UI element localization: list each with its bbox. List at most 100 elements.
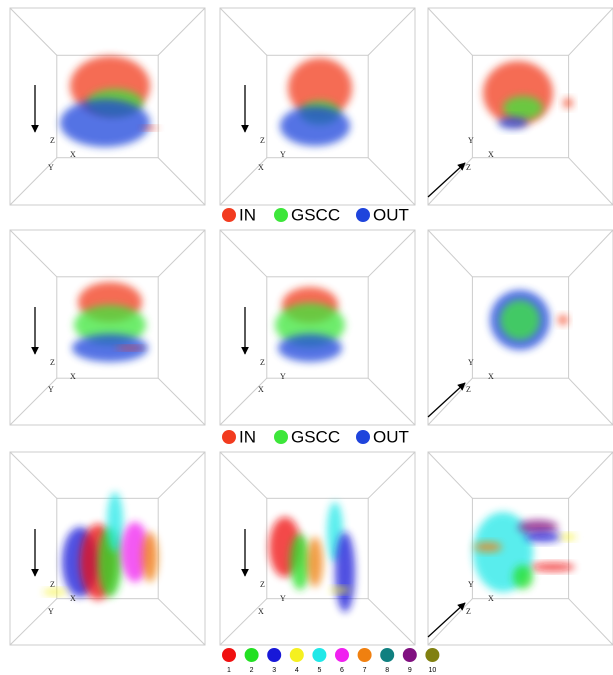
- point-cloud: [558, 315, 568, 325]
- box-edge: [158, 8, 205, 55]
- legend-marker: [222, 208, 236, 222]
- point-cloud: [116, 346, 144, 350]
- box-edge: [428, 8, 472, 55]
- axis-label: X: [488, 150, 494, 159]
- box-edge: [158, 378, 205, 425]
- arrow: [428, 603, 465, 637]
- box-edge: [569, 8, 613, 55]
- panel: Z Y X: [220, 452, 415, 645]
- legend-label: OUT: [373, 205, 409, 224]
- panel: ZXY: [10, 8, 205, 205]
- point-cloud: [518, 520, 558, 534]
- axis-label: Z: [260, 358, 265, 367]
- panel: ZXY: [10, 230, 205, 425]
- point-cloud: [503, 96, 543, 120]
- box-edge: [158, 158, 205, 205]
- axis-label: Z: [466, 163, 471, 172]
- box-edge: [368, 599, 415, 645]
- point-cloud: [142, 532, 158, 582]
- point-cloud: [280, 106, 350, 146]
- box-edge: [158, 230, 205, 277]
- legend-label: 3: [272, 667, 276, 674]
- box-edge: [569, 158, 613, 205]
- legend-label: 8: [385, 667, 389, 674]
- legend-marker: [312, 648, 326, 662]
- point-cloud: [107, 492, 123, 552]
- box-edge: [368, 378, 415, 425]
- box-edge: [158, 452, 205, 498]
- box-edge: [428, 230, 472, 277]
- point-cloud: [513, 565, 533, 589]
- axis-label: Z: [466, 607, 471, 616]
- legend-marker: [245, 648, 259, 662]
- axis-label: Z: [50, 358, 55, 367]
- box-edge: [158, 599, 205, 645]
- axis-label: X: [70, 372, 76, 381]
- point-cloud: [278, 334, 342, 362]
- legend-marker: [290, 648, 304, 662]
- legend-label: IN: [239, 427, 256, 446]
- axis-label: Y: [280, 150, 286, 159]
- axis-label: Y: [468, 136, 474, 145]
- box-edge: [569, 599, 613, 645]
- box-edge: [10, 230, 57, 277]
- arrow: [428, 383, 465, 417]
- axis-label: Y: [468, 358, 474, 367]
- axis-label: Y: [280, 372, 286, 381]
- figure: ZXYZYXYXZZXYZYXYXZZXYZYXYXZINGSCCOUTINGS…: [0, 0, 613, 675]
- point-cloud: [560, 534, 576, 540]
- legend-label: 2: [250, 667, 254, 674]
- box-edge: [368, 452, 415, 498]
- panel: Y X Z: [428, 8, 613, 205]
- point-cloud: [60, 99, 150, 147]
- legend-marker: [425, 648, 439, 662]
- legend-marker: [380, 648, 394, 662]
- axis-label: Y: [48, 163, 54, 172]
- legend-label: IN: [239, 205, 256, 224]
- axis-label: X: [258, 385, 264, 394]
- axis-label: Z: [50, 136, 55, 145]
- legend-label: OUT: [373, 427, 409, 446]
- box-edge: [10, 8, 57, 55]
- axis-label: X: [258, 163, 264, 172]
- legend-label: 5: [317, 667, 321, 674]
- panel: ZYX: [220, 8, 415, 205]
- point-cloud: [307, 537, 323, 587]
- box-edge: [220, 452, 267, 498]
- legend-marker: [274, 208, 288, 222]
- point-cloud: [531, 563, 575, 571]
- box-edge: [368, 158, 415, 205]
- legend-label: GSCC: [291, 427, 340, 446]
- axis-label: Y: [280, 594, 286, 603]
- point-cloud: [498, 117, 528, 129]
- axis-label: X: [488, 594, 494, 603]
- legend-label: 10: [429, 667, 437, 674]
- axis-label: Y: [48, 607, 54, 616]
- box-edge: [220, 230, 267, 277]
- box-edge: [569, 452, 613, 498]
- panel: ZXY: [10, 452, 205, 645]
- legend-marker: [267, 648, 281, 662]
- axis-label: X: [258, 607, 264, 616]
- legend-label: GSCC: [291, 205, 340, 224]
- box-edge: [569, 230, 613, 277]
- box-edge: [10, 452, 57, 498]
- legend-marker: [356, 430, 370, 444]
- box-edge: [569, 378, 613, 425]
- legend-marker: [358, 648, 372, 662]
- point-cloud: [330, 587, 350, 593]
- legend-marker: [403, 648, 417, 662]
- point-cloud: [43, 589, 67, 595]
- legend-label: 7: [363, 667, 367, 674]
- legend-label: 1: [227, 667, 231, 674]
- box-edge: [10, 599, 57, 645]
- legend-marker: [222, 648, 236, 662]
- box-edge: [368, 230, 415, 277]
- point-cloud: [500, 300, 540, 340]
- arrow: [428, 163, 465, 197]
- box-edge: [368, 8, 415, 55]
- axis-label: Z: [466, 385, 471, 394]
- legend-marker: [274, 430, 288, 444]
- axis-label: Z: [260, 580, 265, 589]
- legend-label: 4: [295, 667, 299, 674]
